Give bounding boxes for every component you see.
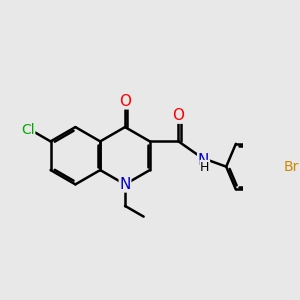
Text: N: N	[198, 153, 209, 168]
Text: Cl: Cl	[21, 123, 35, 137]
Text: O: O	[172, 108, 184, 123]
Text: Br: Br	[284, 160, 299, 174]
Text: N: N	[119, 177, 131, 192]
Text: O: O	[119, 94, 131, 109]
Text: H: H	[200, 160, 209, 173]
